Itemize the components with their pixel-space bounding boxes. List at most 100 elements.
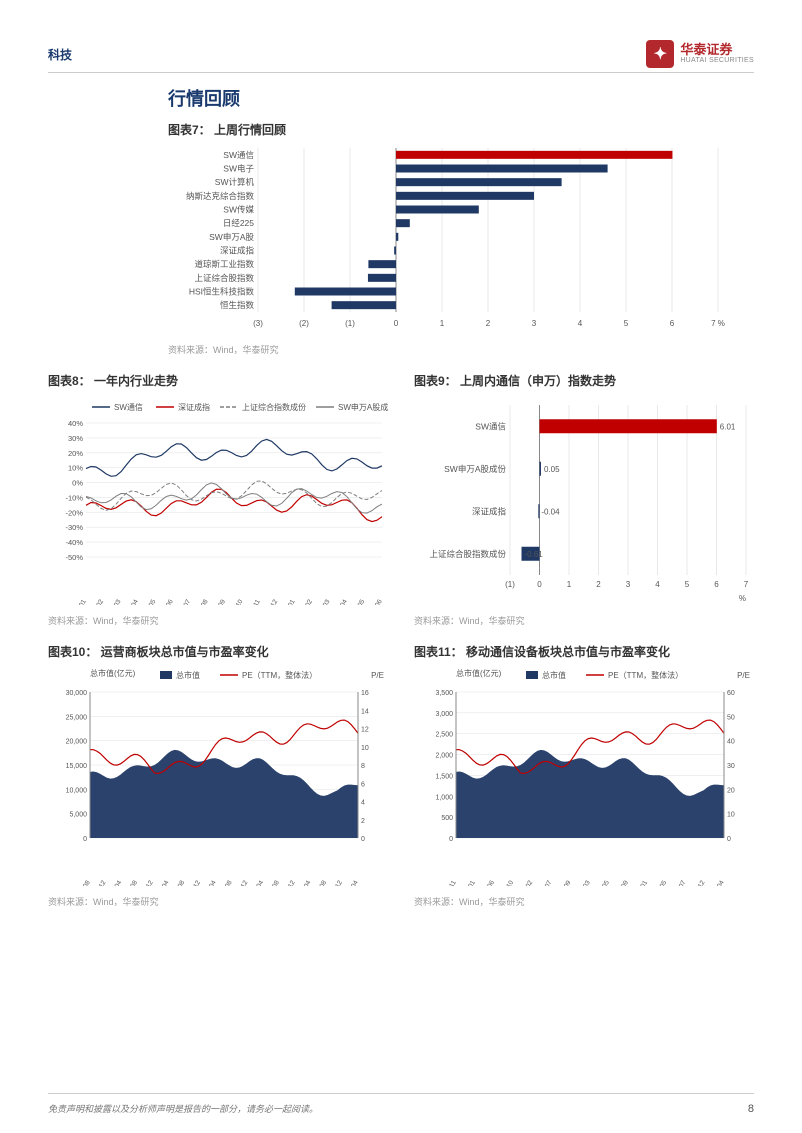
svg-text:2018-08: 2018-08 xyxy=(74,879,92,886)
svg-text:4: 4 xyxy=(655,580,660,589)
svg-text:-0.61: -0.61 xyxy=(525,550,544,559)
svg-text:2022-05: 2022-05 xyxy=(593,879,611,886)
svg-text:2021-12: 2021-12 xyxy=(231,879,249,886)
chart7-svg: (3)(2)(1)01234567 %SW通信SW电子SW计算机纳斯达克综合指数… xyxy=(168,144,728,334)
chart11-title: 图表11： 移动通信设备板块总市值与市盈率变化 xyxy=(414,643,754,660)
chart10-svg: 总市值(亿元)总市值PE（TTM，整体法）P/E05,00010,00015,0… xyxy=(48,666,388,886)
svg-text:2,000: 2,000 xyxy=(435,753,453,760)
svg-text:2020-01: 2020-01 xyxy=(459,879,477,886)
chart9-title: 图表9： 上周内通信（申万）指数走势 xyxy=(414,372,754,389)
svg-text:2023-10: 2023-10 xyxy=(226,598,244,605)
svg-text:40%: 40% xyxy=(68,419,83,428)
svg-text:25,000: 25,000 xyxy=(66,714,88,721)
svg-text:2022-03: 2022-03 xyxy=(574,879,592,886)
svg-text:2019-08: 2019-08 xyxy=(121,879,139,886)
svg-text:2018-12: 2018-12 xyxy=(90,879,108,886)
svg-text:2024-04: 2024-04 xyxy=(342,879,360,886)
svg-text:5: 5 xyxy=(624,319,629,328)
svg-text:3: 3 xyxy=(532,319,537,328)
chart8-source: 资料来源：Wind，华泰研究 xyxy=(48,614,388,627)
chart11-box: 图表11： 移动通信设备板块总市值与市盈率变化 总市值(亿元)总市值PE（TTM… xyxy=(414,643,754,908)
page-footer: 免责声明和披露以及分析师声明是报告的一部分，请务必一起阅读。 8 xyxy=(48,1093,754,1115)
chart9-box: 图表9： 上周内通信（申万）指数走势 (1)01234567%SW通信6.01S… xyxy=(414,372,754,627)
svg-text:500: 500 xyxy=(441,815,453,822)
svg-text:6.01: 6.01 xyxy=(720,422,736,431)
svg-text:日经225: 日经225 xyxy=(223,218,254,228)
svg-text:2023-12: 2023-12 xyxy=(326,879,344,886)
svg-text:1,000: 1,000 xyxy=(435,794,453,801)
chart8-title: 图表8： 一年内行业走势 xyxy=(48,372,388,389)
svg-text:3,500: 3,500 xyxy=(435,690,453,697)
chart10-title: 图表10： 运营商板块总市值与市盈率变化 xyxy=(48,643,388,660)
svg-text:6: 6 xyxy=(714,580,719,589)
page-header: 科技 ✦ 华泰证券 HUATAI SECURITIES xyxy=(48,40,754,73)
brand-name-en: HUATAI SECURITIES xyxy=(680,57,754,65)
chart11-source: 资料来源：Wind，华泰研究 xyxy=(414,895,754,908)
svg-text:2023-05: 2023-05 xyxy=(650,879,668,886)
svg-text:5: 5 xyxy=(685,580,690,589)
svg-text:2024-05: 2024-05 xyxy=(348,598,366,605)
svg-text:2023-04: 2023-04 xyxy=(294,879,312,886)
svg-text:-30%: -30% xyxy=(65,523,83,532)
svg-text:1: 1 xyxy=(440,319,445,328)
svg-text:SW申万A股: SW申万A股 xyxy=(209,232,254,242)
svg-text:SW传媒: SW传媒 xyxy=(223,205,254,215)
svg-text:PE（TTM，整体法）: PE（TTM，整体法） xyxy=(242,670,317,680)
svg-text:2024-03: 2024-03 xyxy=(314,598,332,605)
svg-text:2023-07: 2023-07 xyxy=(669,879,687,886)
svg-text:2021-02: 2021-02 xyxy=(516,879,534,886)
svg-text:2022-08: 2022-08 xyxy=(263,879,281,886)
svg-text:7 %: 7 % xyxy=(711,319,725,328)
svg-text:2023-09: 2023-09 xyxy=(209,598,227,605)
svg-text:2: 2 xyxy=(361,818,365,825)
svg-text:2022-12: 2022-12 xyxy=(279,879,297,886)
svg-text:2023-11: 2023-11 xyxy=(244,598,262,605)
svg-text:SW申万A股成份: SW申万A股成份 xyxy=(338,402,388,412)
chart11-svg: 总市值(亿元)总市值PE（TTM，整体法）P/E05001,0001,5002,… xyxy=(414,666,754,886)
svg-text:2: 2 xyxy=(486,319,491,328)
svg-text:道琼斯工业指数: 道琼斯工业指数 xyxy=(194,259,254,269)
svg-text:6: 6 xyxy=(670,319,675,328)
svg-text:上证综合股指数: 上证综合股指数 xyxy=(194,273,254,283)
svg-text:总市值(亿元): 总市值(亿元) xyxy=(90,668,136,678)
svg-text:2024-06: 2024-06 xyxy=(366,598,384,605)
svg-text:2: 2 xyxy=(596,580,601,589)
svg-text:恒生指数: 恒生指数 xyxy=(220,300,255,310)
svg-text:0: 0 xyxy=(727,836,731,843)
svg-text:15,000: 15,000 xyxy=(66,763,88,770)
svg-text:2019-04: 2019-04 xyxy=(105,879,123,886)
svg-text:P/E: P/E xyxy=(371,671,384,680)
svg-text:2023-04: 2023-04 xyxy=(122,598,140,605)
svg-text:12: 12 xyxy=(361,727,369,734)
footer-disclaimer: 免责声明和披露以及分析师声明是报告的一部分，请务必一起阅读。 xyxy=(48,1102,318,1115)
svg-text:%: % xyxy=(739,594,746,603)
svg-text:2021-04: 2021-04 xyxy=(200,879,218,886)
svg-text:2020-06: 2020-06 xyxy=(478,879,496,886)
svg-text:2019-11: 2019-11 xyxy=(440,879,458,886)
brand-block: ✦ 华泰证券 HUATAI SECURITIES xyxy=(646,40,754,68)
svg-text:4: 4 xyxy=(361,800,365,807)
svg-text:2023-12: 2023-12 xyxy=(689,879,707,886)
chart7-box: 图表7： 上周行情回顾 (3)(2)(1)01234567 %SW通信SW电子S… xyxy=(168,121,728,356)
svg-text:2023-06: 2023-06 xyxy=(157,598,175,605)
svg-text:深证成指: 深证成指 xyxy=(472,506,507,516)
chart9-source: 资料来源：Wind，华泰研究 xyxy=(414,614,754,627)
svg-text:2023-12: 2023-12 xyxy=(261,598,279,605)
svg-text:2020-08: 2020-08 xyxy=(168,879,186,886)
svg-text:10: 10 xyxy=(361,745,369,752)
svg-text:2023-08: 2023-08 xyxy=(310,879,328,886)
svg-text:20%: 20% xyxy=(68,449,83,458)
svg-text:1: 1 xyxy=(567,580,572,589)
svg-text:30: 30 xyxy=(727,763,735,770)
svg-text:深证成指: 深证成指 xyxy=(178,402,210,412)
svg-text:0: 0 xyxy=(537,580,542,589)
chart10-box: 图表10： 运营商板块总市值与市盈率变化 总市值(亿元)总市值PE（TTM，整体… xyxy=(48,643,388,908)
svg-text:总市值(亿元): 总市值(亿元) xyxy=(456,668,502,678)
svg-text:(1): (1) xyxy=(505,580,515,589)
svg-text:2019-12: 2019-12 xyxy=(137,879,155,886)
svg-text:0: 0 xyxy=(394,319,399,328)
svg-text:(3): (3) xyxy=(253,319,263,328)
svg-text:2022-04: 2022-04 xyxy=(247,879,265,886)
svg-text:2024-04: 2024-04 xyxy=(331,598,349,605)
svg-text:SW通信: SW通信 xyxy=(475,421,506,431)
